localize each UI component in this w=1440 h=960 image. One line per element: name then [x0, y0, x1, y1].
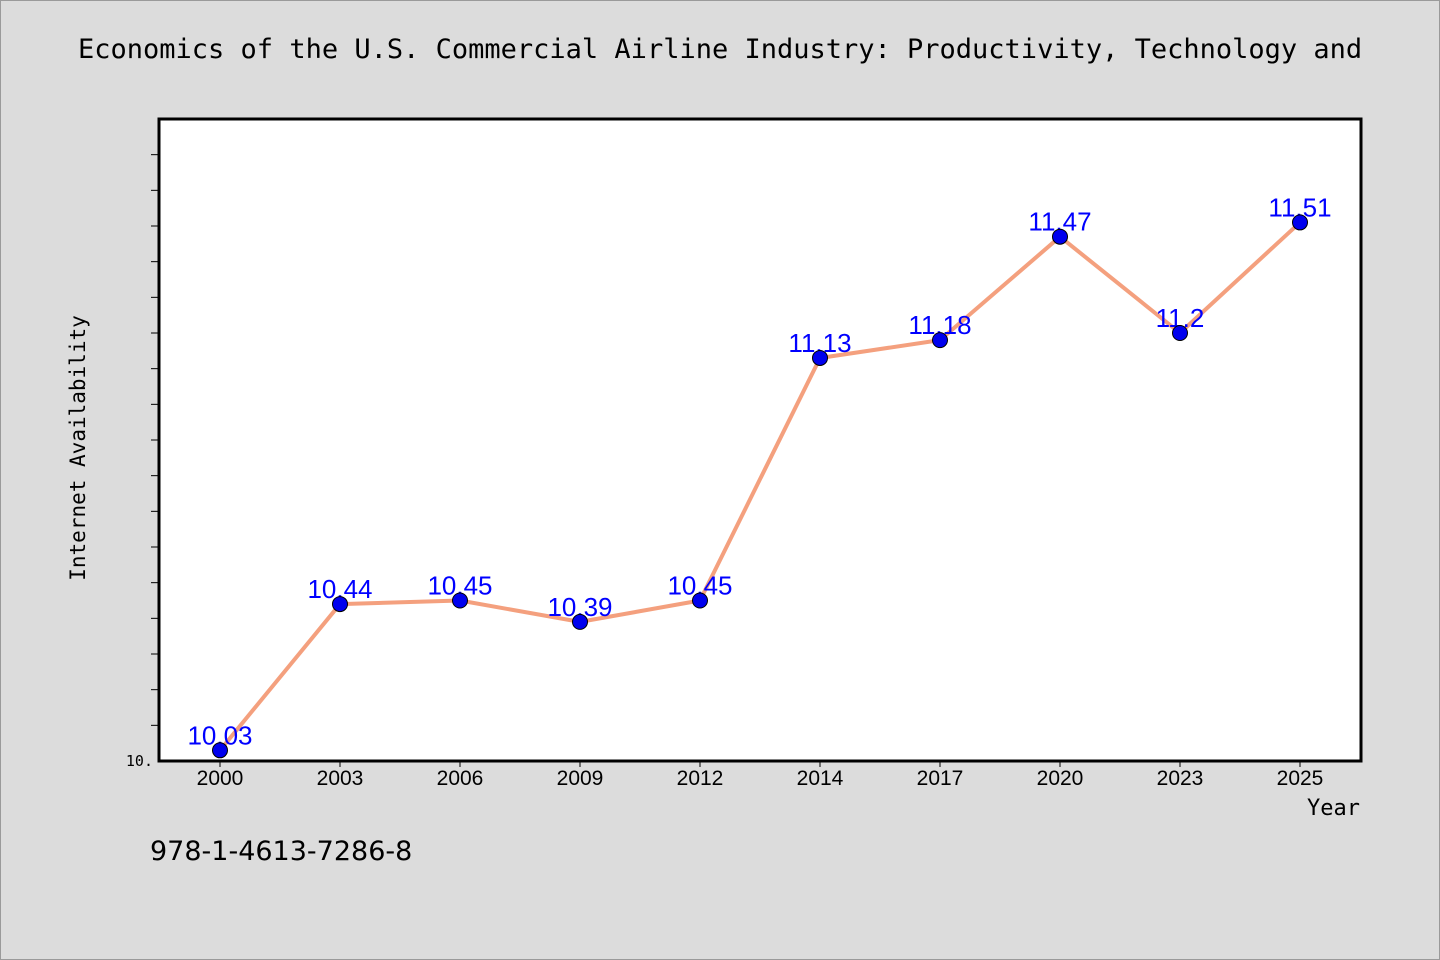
data-markers	[212, 214, 1308, 759]
isbn-code: 978-1-4613-7286-8	[150, 836, 413, 867]
x-tick-label: 2025	[1277, 767, 1324, 790]
x-tick-label: 2006	[437, 767, 484, 790]
chart-title: Economics of the U.S. Commercial Airline…	[78, 34, 1363, 65]
series-polyline	[218, 220, 1302, 752]
y-axis-ticks	[151, 154, 159, 726]
data-point	[1052, 228, 1068, 245]
x-axis-ticks: 2000 2003 2006 2009 2012 2014 2017 2020 2023 2025	[197, 761, 1324, 790]
x-tick-label: 2020	[1037, 767, 1084, 790]
data-point	[1292, 214, 1308, 231]
x-tick-label: 2014	[797, 767, 844, 790]
x-tick-label: 2023	[1157, 767, 1204, 790]
y-axis-label: Internet Availability	[66, 315, 90, 581]
data-point	[692, 592, 708, 609]
data-point	[1172, 325, 1188, 341]
data-point	[332, 596, 348, 613]
data-point	[932, 332, 948, 349]
x-tick-label: 2003	[317, 767, 364, 790]
x-tick-label: 2009	[557, 767, 604, 790]
data-point	[212, 742, 228, 759]
y-tick-label: 10.	[126, 752, 153, 770]
series-line	[218, 220, 1302, 752]
data-point	[452, 592, 468, 609]
plot-area	[157, 117, 1363, 763]
data-point	[812, 349, 828, 366]
data-point	[572, 613, 588, 630]
x-tick-label: 2000	[197, 767, 244, 790]
x-axis-label: Year	[1307, 796, 1360, 821]
x-tick-label: 2017	[917, 767, 964, 790]
x-tick-label: 2012	[677, 767, 724, 790]
